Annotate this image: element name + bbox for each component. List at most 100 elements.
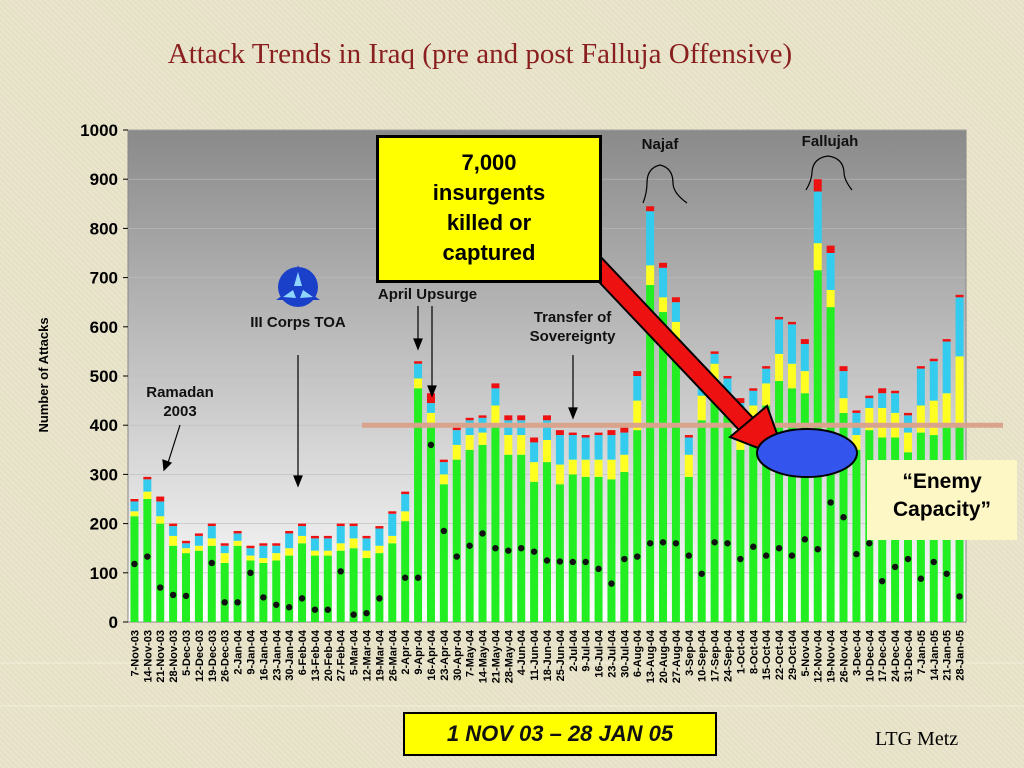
x-tick-label: 14-Nov-03 — [142, 630, 154, 683]
bar-segment-green — [852, 449, 861, 622]
data-dot — [182, 592, 190, 600]
bar-segment-yellow — [775, 353, 784, 381]
bar-segment-red — [800, 339, 809, 345]
bar-segment-cyan — [878, 393, 887, 408]
data-dot — [711, 539, 718, 546]
bar-segment-green — [388, 543, 397, 622]
bar-segment-yellow — [594, 459, 603, 477]
insurgents-callout-line: 7,000 — [461, 150, 517, 175]
bar-segment-red — [659, 262, 668, 268]
enemy-capacity-ellipse — [756, 428, 858, 478]
x-tick-label: 30-Apr-04 — [452, 629, 464, 681]
bar-segment-green — [633, 430, 642, 622]
bar-segment-cyan — [310, 538, 319, 551]
x-tick-label: 31-Dec-04 — [903, 629, 915, 682]
bar-segment-cyan — [530, 442, 539, 463]
bar-segment-yellow — [800, 371, 809, 394]
bar-segment-red — [246, 545, 255, 549]
bar-segment-red — [504, 415, 513, 421]
date-range-box: 1 NOV 03 – 28 JAN 05 — [403, 712, 717, 756]
data-dot — [891, 563, 899, 571]
bar-segment-cyan — [543, 420, 551, 440]
x-tick-label: 5-Dec-03 — [181, 630, 193, 676]
x-tick-label: 20-Aug-04 — [658, 629, 670, 683]
data-dot — [840, 514, 847, 521]
bar-segment-cyan — [194, 535, 203, 546]
bar-segment-green — [233, 545, 242, 622]
bar-segment-red — [633, 371, 642, 376]
bar-segment-red — [388, 511, 397, 514]
bar-segment-yellow — [143, 491, 152, 499]
bar-segment-green — [504, 454, 513, 622]
bar-segment-green — [465, 449, 474, 622]
bar-segment-green — [684, 476, 693, 622]
x-tick-label: 19-Mar-04 — [374, 629, 386, 681]
bar-segment-red — [452, 427, 461, 431]
bar-segment-yellow — [349, 538, 358, 549]
x-tick-label: 14-May-04 — [478, 629, 490, 683]
bar-segment-cyan — [568, 435, 577, 460]
x-tick-label: 5-Nov-04 — [800, 629, 812, 676]
bar-segment-green — [169, 545, 178, 622]
bar-segment-cyan — [710, 353, 719, 364]
bar-segment-green — [401, 521, 410, 622]
bar-segment-yellow — [710, 363, 719, 386]
bar-segment-yellow — [942, 393, 951, 428]
bar-segment-green — [620, 471, 629, 622]
bar-segment-cyan — [813, 191, 822, 244]
bar-segment-red — [607, 430, 616, 436]
bar-segment-red — [517, 415, 526, 421]
bar-segment-green — [787, 388, 796, 622]
bar-segment-green — [710, 385, 719, 622]
bar-segment-green — [439, 484, 448, 622]
bar-segment-yellow — [607, 459, 616, 480]
bar-segment-cyan — [452, 430, 461, 445]
bar-segment-red — [478, 415, 487, 418]
bar-segment-red — [401, 491, 410, 495]
y-tick-label: 700 — [90, 269, 118, 288]
bar-segment-red — [684, 435, 693, 438]
data-dot — [659, 539, 667, 546]
bar-segment-red — [426, 393, 435, 404]
bar-segment-green — [285, 555, 294, 622]
bar-segment-red — [594, 432, 603, 436]
x-tick-label: 16-Jul-04 — [594, 629, 606, 678]
data-dot — [453, 553, 460, 560]
bar-segment-cyan — [581, 437, 590, 460]
bar-segment-green — [659, 312, 668, 622]
bar-segment-cyan — [130, 501, 139, 512]
x-axis-ticks: 7-Nov-03 14-Nov-03 21-Nov-03 28-Nov-03 5-Dec… — [129, 629, 966, 683]
bar-segment-red — [723, 376, 732, 379]
bar-segment-cyan — [762, 368, 771, 384]
data-dot — [943, 570, 950, 577]
x-tick-label: 12-Mar-04 — [362, 629, 374, 681]
data-dot — [672, 540, 680, 547]
bar-segment-cyan — [182, 543, 191, 549]
bar-segment-green — [414, 388, 423, 622]
bar-segment-yellow — [787, 363, 796, 389]
x-tick-label: 29-Oct-04 — [787, 629, 799, 680]
bar-segment-green — [594, 476, 603, 622]
data-dot — [582, 558, 589, 566]
annotation-april-upsurge: April Upsurge — [377, 286, 478, 303]
bar-segment-cyan — [246, 548, 255, 556]
bar-segment-cyan — [659, 267, 668, 298]
bar-segment-yellow — [298, 535, 307, 544]
bar-segment-yellow — [762, 383, 771, 406]
x-tick-label: 25-Jun-04 — [555, 629, 567, 681]
bar-segment-red — [555, 430, 564, 436]
x-tick-label: 26-Mar-04 — [387, 629, 399, 681]
annotation-transfer-of-sovereignty: Transfer of Sovereignty — [529, 309, 616, 345]
data-dot — [311, 606, 319, 613]
bar-segment-cyan — [349, 526, 358, 539]
bar-segment-red — [787, 321, 796, 325]
bar-segment-yellow — [362, 550, 371, 559]
x-tick-label: 28-Jan-05 — [955, 630, 967, 681]
bar-segment-yellow — [517, 435, 526, 455]
annotation-fallujah: Fallujah — [801, 133, 859, 150]
bar-segment-yellow — [207, 538, 216, 546]
bar-segment-red — [929, 358, 938, 362]
bar-segment-yellow — [852, 435, 861, 450]
bar-segment-red — [543, 415, 551, 421]
